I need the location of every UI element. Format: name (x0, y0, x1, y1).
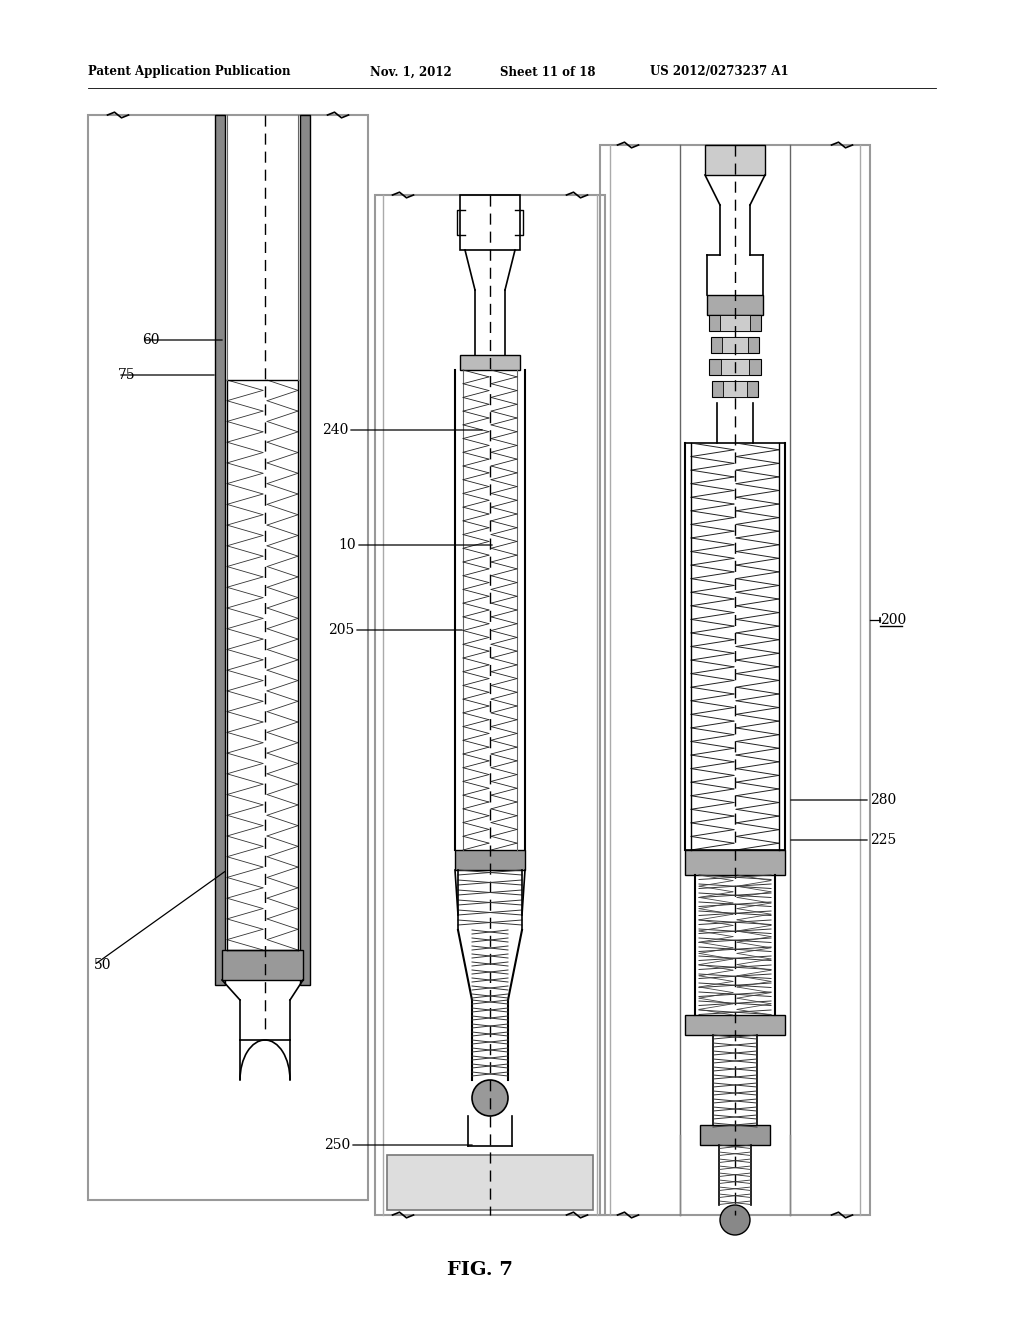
Bar (455, 850, 525, 870)
Bar (375, 195, 605, 1214)
Bar (723, 381, 746, 397)
Text: US 2012/0273237 A1: US 2012/0273237 A1 (650, 66, 788, 78)
Bar (600, 145, 870, 1214)
Text: Patent Application Publication: Patent Application Publication (88, 66, 291, 78)
Text: FIG. 7: FIG. 7 (447, 1261, 513, 1279)
Bar (712, 381, 758, 397)
Bar (700, 1125, 770, 1144)
Bar (460, 355, 520, 370)
Text: Nov. 1, 2012: Nov. 1, 2012 (370, 66, 452, 78)
Bar (222, 950, 303, 979)
Bar (460, 195, 520, 249)
Bar (709, 315, 761, 331)
Bar (215, 115, 225, 985)
Text: 200: 200 (880, 612, 906, 627)
Text: Sheet 11 of 18: Sheet 11 of 18 (500, 66, 596, 78)
Text: 75: 75 (118, 368, 135, 381)
Bar (685, 1015, 785, 1035)
Text: 10: 10 (338, 539, 356, 552)
Bar (707, 294, 763, 315)
Text: 60: 60 (142, 333, 160, 347)
Text: 50: 50 (94, 958, 112, 972)
Bar (709, 359, 761, 375)
Bar (711, 337, 759, 352)
Bar (722, 337, 748, 352)
Bar (88, 115, 368, 1200)
Text: 240: 240 (322, 422, 348, 437)
Bar (705, 145, 765, 176)
Text: 250: 250 (324, 1138, 350, 1152)
Circle shape (472, 1080, 508, 1115)
Text: 205: 205 (328, 623, 354, 638)
Text: 280: 280 (870, 793, 896, 807)
Bar (685, 850, 785, 875)
Circle shape (720, 1205, 750, 1236)
Bar (300, 115, 310, 985)
Bar (720, 315, 750, 331)
Text: 225: 225 (870, 833, 896, 847)
Bar (387, 1155, 593, 1210)
Bar (721, 359, 749, 375)
